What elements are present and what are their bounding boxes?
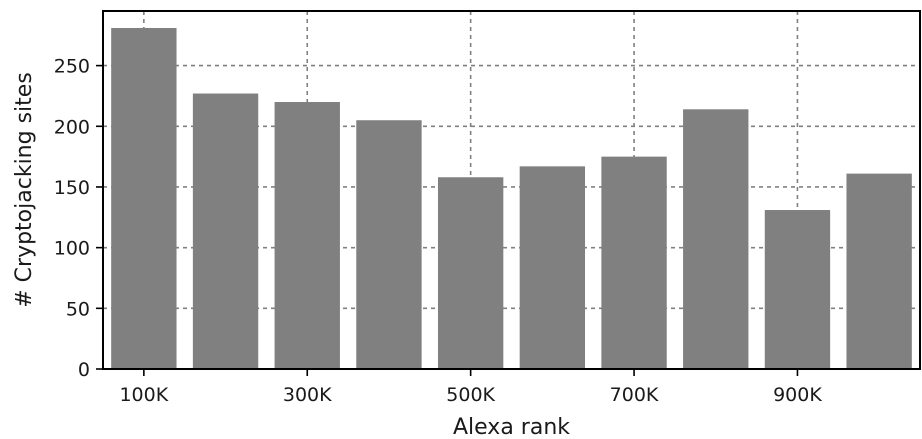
bar-100K [111,27,177,369]
y-tick-label: 250 [54,56,90,78]
y-axis-ticks: 0 50 100 150 200 250 [54,56,103,381]
bar-800K [683,109,749,369]
bar-500K [437,177,504,369]
bar-300K [274,102,340,369]
bar-1000K [846,173,912,369]
bars [111,27,912,369]
x-axis-title: Alexa rank [453,415,570,439]
y-tick-label: 50 [66,298,90,320]
x-tick-label: 700K [610,384,659,406]
x-tick-label: 500K [446,384,495,406]
y-tick-label: 100 [54,238,90,260]
x-tick-label: 300K [283,384,332,406]
bar-600K [519,166,586,369]
bar-400K [356,120,422,369]
y-tick-label: 150 [54,177,90,199]
y-tick-label: 0 [78,359,90,381]
bar-700K [601,156,667,369]
y-tick-label: 200 [54,116,90,138]
y-axis-title: # Cryptojacking sites [12,72,37,308]
x-axis-ticks: 100K 300K 500K 700K 900K [119,369,822,406]
plot-frame [102,10,921,370]
bar-900K [764,210,831,369]
bar-200K [192,93,259,369]
x-tick-label: 100K [119,384,168,406]
x-tick-label: 900K [773,384,822,406]
